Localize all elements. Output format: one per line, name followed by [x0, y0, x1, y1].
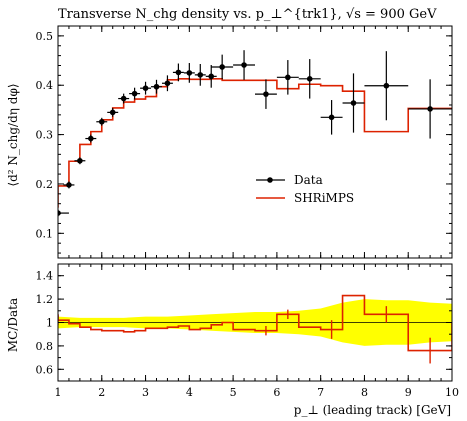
- x-tick-label: 10: [445, 386, 459, 399]
- legend-shrimps-label: SHRiMPS: [294, 191, 354, 205]
- main-frame: [57, 25, 453, 259]
- data-marker: [350, 100, 357, 106]
- x-tick-label: 3: [142, 386, 149, 399]
- data-marker: [208, 73, 215, 80]
- data-marker: [77, 157, 83, 164]
- data-point: [58, 209, 69, 217]
- data-point: [107, 107, 119, 117]
- data-point: [233, 50, 255, 80]
- data-point: [408, 79, 452, 139]
- x-axis-label: p_⊥ (leading track) [GeV]: [294, 403, 451, 417]
- data-point: [342, 73, 365, 133]
- data-marker: [427, 106, 433, 112]
- ratio-y-tick-label: 0.8: [36, 340, 54, 353]
- data-marker: [66, 182, 72, 188]
- shrimps-histogram: [58, 78, 452, 208]
- data-point: [205, 64, 217, 88]
- x-tick-label: 8: [361, 386, 368, 399]
- x-tick-label: 2: [98, 386, 105, 399]
- main-y-tick-label: 0.1: [36, 227, 54, 240]
- data-point: [255, 79, 277, 109]
- legend: Data SHRiMPS: [256, 173, 354, 205]
- data-point: [172, 63, 184, 82]
- data-marker: [153, 83, 160, 90]
- data-point: [161, 75, 173, 92]
- data-point: [118, 93, 130, 104]
- x-tick-label: 1: [55, 386, 62, 399]
- ratio-y-tick-label: 1: [46, 317, 53, 330]
- data-point: [129, 87, 141, 100]
- data-marker: [98, 118, 105, 125]
- data-point: [74, 157, 86, 165]
- chart-title: Transverse N_chg density vs. p_⊥^{trk1},…: [58, 7, 437, 22]
- ratio-y-axis-label: MC/Data: [6, 298, 20, 352]
- data-marker: [197, 72, 204, 78]
- main-y-tick-label: 0.4: [36, 79, 54, 92]
- ratio-y-tick-label: 1.2: [36, 293, 54, 306]
- data-point: [194, 64, 206, 86]
- x-tick-label: 4: [186, 386, 193, 399]
- ratio-step-line: [58, 294, 452, 352]
- ratio-panel: 0.6 0.8 1 1.2 1.4 1 2 3 4 5 6 7 8 9 10: [36, 263, 459, 399]
- data-point: [96, 117, 108, 126]
- ratio-y-tick-label: 1.4: [36, 270, 54, 283]
- data-marker: [383, 82, 390, 89]
- data-point: [320, 100, 343, 135]
- data-marker: [263, 91, 269, 97]
- main-y-tick-label: 0.2: [36, 178, 54, 191]
- x-tick-label: 5: [230, 386, 237, 399]
- data-point: [298, 59, 321, 99]
- data-point: [140, 81, 152, 95]
- data-marker: [142, 85, 149, 91]
- data-point: [276, 60, 299, 95]
- main-y-tick-label: 0.3: [36, 129, 54, 142]
- ratio-y-tick-label: 0.6: [36, 363, 54, 376]
- data-marker: [328, 114, 335, 121]
- data-marker: [164, 80, 171, 87]
- x-tick-label: 9: [405, 386, 412, 399]
- data-marker: [175, 69, 182, 76]
- main-panel: 0.1 0.2 0.3 0.4 0.5: [36, 25, 453, 259]
- data-marker: [186, 70, 193, 76]
- data-marker: [285, 74, 291, 81]
- data-point: [364, 51, 409, 121]
- data-point: [211, 54, 234, 80]
- data-marker: [219, 64, 225, 70]
- main-y-axis-label: ⟨d² N_chg/dη dφ⟩: [6, 83, 20, 186]
- x-tick-label: 6: [273, 386, 280, 399]
- legend-data-marker: [267, 177, 273, 183]
- data-marker: [109, 109, 116, 116]
- data-marker: [120, 95, 127, 102]
- main-y-tick-label: 0.5: [36, 30, 54, 43]
- data-point: [183, 63, 195, 83]
- data-point: [151, 79, 162, 94]
- data-point: [85, 134, 97, 143]
- data-marker: [131, 90, 138, 97]
- legend-data-label: Data: [294, 173, 323, 187]
- x-tick-label: 7: [317, 386, 324, 399]
- data-marker: [241, 62, 247, 68]
- data-point: [63, 181, 75, 189]
- data-marker: [88, 135, 94, 142]
- data-marker: [306, 76, 313, 82]
